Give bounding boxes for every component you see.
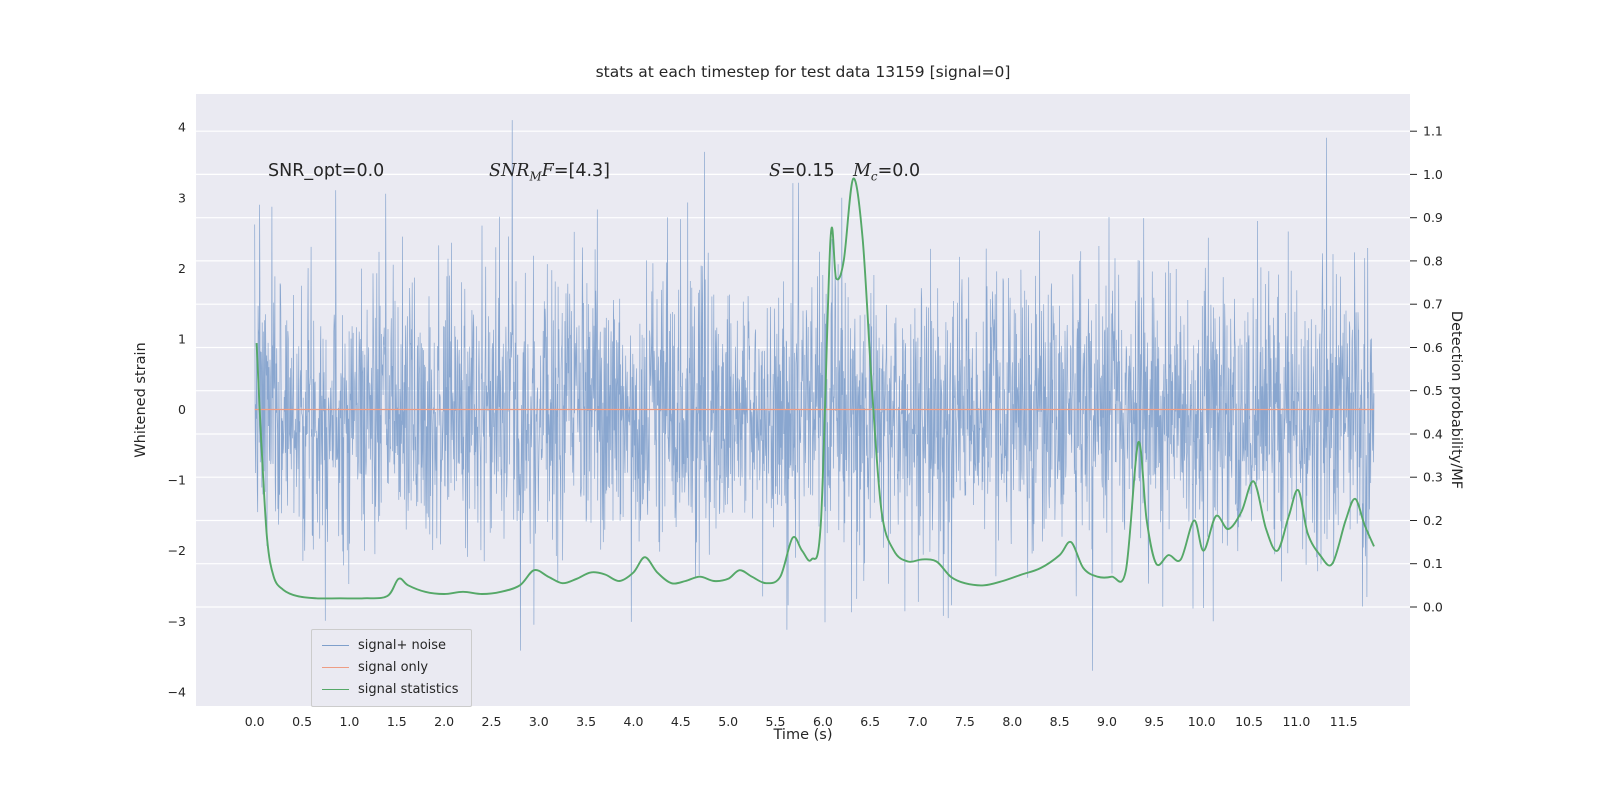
y-right-tick-label: 0.4 bbox=[1423, 427, 1443, 442]
x-tick-label: 11.5 bbox=[1330, 714, 1358, 729]
y-left-tick-label: −3 bbox=[168, 614, 186, 629]
x-tick-label: 10.0 bbox=[1188, 714, 1216, 729]
snr-mf-suffix: F bbox=[541, 161, 554, 181]
y-left-tick-label: 4 bbox=[178, 120, 186, 135]
chart-title: stats at each timestep for test data 131… bbox=[595, 63, 1011, 81]
x-tick-label: 1.0 bbox=[339, 714, 359, 729]
snr-mf-prefix: SNR bbox=[489, 161, 530, 181]
x-tick-label: 10.5 bbox=[1235, 714, 1263, 729]
y-left-tick-label: −4 bbox=[168, 684, 186, 699]
x-tick-label: 4.5 bbox=[671, 714, 691, 729]
signal-stats-series bbox=[255, 177, 1375, 600]
x-tick-label: 9.5 bbox=[1144, 714, 1164, 729]
legend-swatch-signal-statistics bbox=[322, 689, 349, 690]
y-left-tick-label: −1 bbox=[168, 473, 186, 488]
x-tick-label: 6.0 bbox=[813, 714, 833, 729]
x-tick-label: 1.5 bbox=[387, 714, 407, 729]
legend: signal+ noise signal only signal statist… bbox=[311, 629, 472, 707]
s-value: =0.15 bbox=[781, 161, 835, 181]
x-tick-label: 4.0 bbox=[624, 714, 644, 729]
x-axis-label: Time (s) bbox=[773, 727, 833, 743]
y-right-tick-label: 0.9 bbox=[1423, 210, 1443, 225]
y-left-tick-label: 3 bbox=[178, 190, 186, 205]
x-tick-label: 11.0 bbox=[1282, 714, 1310, 729]
y-left-tick-label: −2 bbox=[168, 543, 186, 558]
annotation-snr-mf: SNRMF=[4.3] bbox=[489, 161, 610, 184]
x-tick-label: 9.0 bbox=[1097, 714, 1117, 729]
legend-swatch-signal-noise bbox=[322, 645, 349, 646]
y-right-tick-label: 0.8 bbox=[1423, 253, 1443, 268]
noise-series bbox=[254, 120, 1375, 671]
y-right-axis-label: Detection probability/MF bbox=[1448, 310, 1464, 490]
snr-mf-subscript: M bbox=[529, 169, 542, 184]
x-tick-label: 2.0 bbox=[434, 714, 454, 729]
x-tick-label: 5.5 bbox=[766, 714, 786, 729]
s-label: S bbox=[769, 161, 781, 181]
legend-item-signal-statistics: signal statistics bbox=[322, 682, 459, 697]
legend-label-signal-statistics: signal statistics bbox=[358, 682, 459, 697]
mc-value: =0.0 bbox=[877, 161, 921, 181]
y-left-tick-label: 2 bbox=[178, 261, 186, 276]
x-tick-label: 3.5 bbox=[576, 714, 596, 729]
x-tick-label: 8.5 bbox=[1050, 714, 1070, 729]
x-tick-label: 3.0 bbox=[529, 714, 549, 729]
legend-item-signal-noise: signal+ noise bbox=[322, 638, 459, 653]
mc-subscript: c bbox=[870, 169, 878, 184]
y-left-tick-label: 0 bbox=[178, 402, 186, 417]
y-right-tick-label: 0.2 bbox=[1423, 513, 1443, 528]
x-tick-label: 6.5 bbox=[860, 714, 880, 729]
legend-label-signal-noise: signal+ noise bbox=[358, 638, 447, 653]
x-tick-label: 0.5 bbox=[292, 714, 312, 729]
y-right-tick-label: 0.7 bbox=[1423, 297, 1443, 312]
x-tick-label: 5.0 bbox=[718, 714, 738, 729]
y-right-tick-label: 1.0 bbox=[1423, 167, 1443, 182]
legend-label-signal-only: signal only bbox=[358, 660, 429, 675]
legend-item-signal-only: signal only bbox=[322, 660, 459, 675]
x-tick-label: 0.0 bbox=[245, 714, 265, 729]
x-tick-label: 8.0 bbox=[1002, 714, 1022, 729]
x-tick-label: 7.5 bbox=[955, 714, 975, 729]
y-right-tick-label: 0.0 bbox=[1423, 600, 1443, 615]
x-tick-label: 2.5 bbox=[482, 714, 502, 729]
tick-labels: −4 −3 −2 −1 0 1 2 3 4 0.0 0.1 0.2 0.3 0.4 0.5 0.6 0.7 0.8… bbox=[168, 120, 1443, 729]
snr-mf-value: =[4.3] bbox=[553, 161, 610, 181]
y-right-tick-label: 0.1 bbox=[1423, 556, 1443, 571]
gridlines bbox=[196, 130, 1410, 608]
y-right-tick-label: 1.1 bbox=[1423, 124, 1443, 139]
y-left-axis-label: Whitened strain bbox=[133, 342, 149, 458]
x-tick-label: 7.0 bbox=[908, 714, 928, 729]
legend-swatch-signal-only bbox=[322, 667, 349, 668]
annotation-s: S=0.15 bbox=[769, 161, 835, 181]
mc-label: M bbox=[853, 161, 871, 181]
y-left-tick-label: 1 bbox=[178, 331, 186, 346]
y-right-tick-label: 0.6 bbox=[1423, 340, 1443, 355]
y-right-tick-label: 0.5 bbox=[1423, 383, 1443, 398]
annotation-mc: Mc=0.0 bbox=[853, 161, 920, 184]
annotation-snr-opt: SNR_opt=0.0 bbox=[268, 161, 385, 181]
y-right-tick-label: 0.3 bbox=[1423, 470, 1443, 485]
